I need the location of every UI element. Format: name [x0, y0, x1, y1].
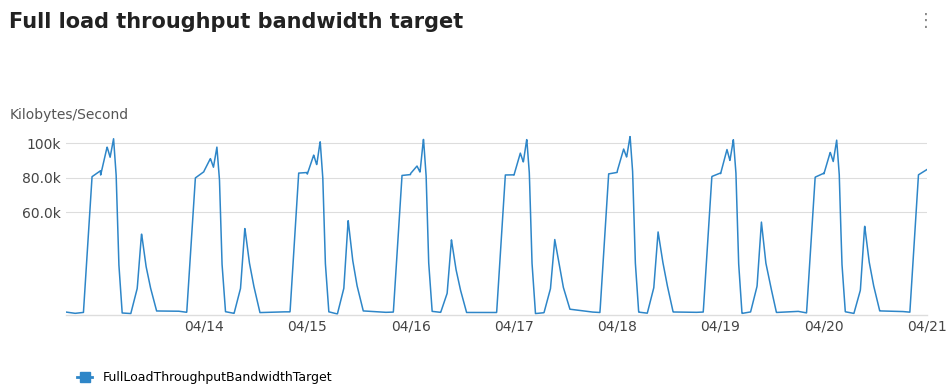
- Legend: FullLoadThroughputBandwidthTarget: FullLoadThroughputBandwidthTarget: [73, 366, 337, 384]
- Text: ⋮: ⋮: [917, 12, 935, 30]
- Text: Full load throughput bandwidth target: Full load throughput bandwidth target: [9, 12, 464, 31]
- Text: Kilobytes/Second: Kilobytes/Second: [9, 108, 129, 121]
